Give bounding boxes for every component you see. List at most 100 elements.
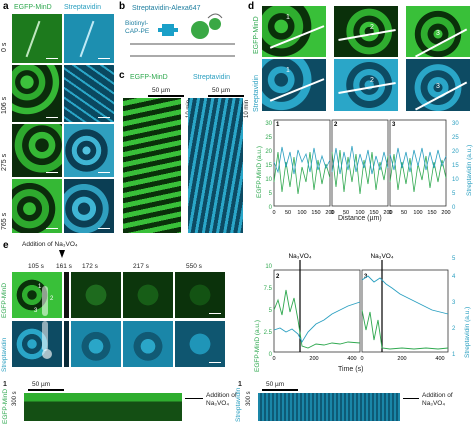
- e-time-105: 105 s: [28, 263, 44, 270]
- tile-d-strep-3: 3: [406, 59, 470, 111]
- tile-a-mind-765s: [12, 179, 62, 233]
- svg-text:2: 2: [334, 122, 338, 128]
- svg-text:100: 100: [355, 210, 364, 216]
- kymo-c-strep: [188, 98, 243, 233]
- tile-e-strep-550: [175, 321, 225, 367]
- svg-text:200: 200: [397, 356, 406, 362]
- svg-text:200: 200: [441, 210, 450, 216]
- svg-text:0: 0: [272, 210, 275, 216]
- svg-text:2: 2: [276, 274, 280, 280]
- svg-text:0: 0: [452, 205, 456, 211]
- panel-a-col-title-strep: Streptavidin: [64, 4, 101, 11]
- kymo-bottom-strep: [258, 393, 400, 421]
- kymo-bottom-right-scale-y: 300 s: [246, 391, 252, 406]
- svg-text:0: 0: [388, 210, 391, 216]
- time-label-106: 106 s: [1, 96, 8, 114]
- tile-a-mind-275s: [12, 124, 62, 177]
- d-yticks-right: 0 5 10 15 20 25 30: [452, 121, 459, 211]
- panel-e-addition-arrow: [59, 250, 65, 258]
- d-subplot-3: 3 0 50 100 150 200: [388, 119, 451, 216]
- svg-text:150: 150: [311, 210, 320, 216]
- tile-a-mind-0s: [12, 14, 62, 63]
- kymo-bottom-left-channel: EGFP-MinD: [2, 388, 9, 424]
- svg-text:20: 20: [452, 149, 459, 155]
- kymo-bottom-right-scale-x: 50 µm: [266, 381, 285, 388]
- svg-text:2: 2: [452, 326, 456, 332]
- svg-text:15: 15: [452, 163, 459, 169]
- svg-text:0: 0: [269, 205, 273, 211]
- kymo-bottom-mind: [24, 393, 182, 421]
- panel-d-xlabel: Distance (µm): [338, 215, 382, 222]
- panel-e-label: e: [3, 240, 9, 251]
- time-label-0: 0 s: [1, 42, 8, 52]
- d-subplot-1: 1 0 50 100 150 200: [272, 119, 335, 216]
- panel-d-ylabel-right: Streptavidin (a.u.): [466, 144, 473, 196]
- panel-a-label: a: [3, 1, 9, 12]
- tile-d-mind-2: 2: [334, 6, 398, 57]
- svg-text:30: 30: [452, 121, 459, 127]
- tile-d-mind-3: 3: [406, 6, 470, 57]
- tile-e-mind-550: [175, 272, 225, 318]
- svg-text:4: 4: [452, 274, 456, 280]
- e-yticks-left: 0 2.5 5 7.5 10: [264, 264, 273, 358]
- svg-text:1: 1: [276, 122, 280, 128]
- e-subplot-3: Na₃VO₄ 3 0 200 400: [360, 253, 449, 362]
- tile-e-strep-172: [71, 321, 121, 367]
- svg-text:200: 200: [309, 356, 318, 362]
- kymo-bottom-left-id: 1: [3, 381, 7, 388]
- streptavidin-icon: [158, 24, 178, 36]
- panel-a-col-title-mind: EGFP-MinD: [14, 4, 52, 11]
- svg-text:Na₃VO₄: Na₃VO₄: [288, 253, 311, 260]
- panel-d-label: d: [248, 1, 255, 12]
- panel-c-scale-x-mind: 50 µm: [152, 87, 171, 94]
- panel-c-scale-y-strep: 10 min: [244, 99, 250, 118]
- svg-text:50: 50: [401, 210, 407, 216]
- panel-d-profile-plot: 0 5 10 15 20 25 30 0 5 10 15 20 25 30 1 …: [265, 119, 459, 216]
- svg-text:0: 0: [269, 352, 273, 358]
- svg-text:150: 150: [369, 210, 378, 216]
- panel-c-scale-x-strep: 50 µm: [212, 87, 231, 94]
- svg-text:0: 0: [360, 356, 363, 362]
- tile-a-strep-106s: [64, 65, 114, 122]
- svg-text:10: 10: [265, 177, 272, 183]
- tile-d-strep-1: 1: [262, 59, 326, 111]
- kymo-bottom-right-channel: Streptavidin: [235, 387, 242, 422]
- tile-e-mind-217: [123, 272, 173, 318]
- svg-text:5: 5: [452, 191, 456, 197]
- svg-text:150: 150: [427, 210, 436, 216]
- tile-a-strep-0s: [64, 14, 114, 63]
- svg-text:25: 25: [265, 135, 272, 141]
- svg-text:5: 5: [452, 256, 456, 262]
- svg-text:3: 3: [452, 300, 456, 306]
- svg-text:200: 200: [325, 210, 334, 216]
- panel-d-row-title-mind: EGFP-MinD: [253, 16, 260, 54]
- svg-text:0: 0: [272, 356, 275, 362]
- e-yticks-right: 1 2 3 4 5: [452, 256, 456, 358]
- panel-e-xlabel: Time (s): [338, 366, 364, 373]
- panel-b-protein-label: Streptavidin-Alexa647: [132, 5, 201, 12]
- kymo-c-mind: [123, 98, 181, 233]
- svg-text:20: 20: [265, 149, 272, 155]
- svg-text:100: 100: [297, 210, 306, 216]
- panel-e-row-title-strep: Streptavidin: [1, 337, 8, 372]
- d-yticks-left: 0 5 10 15 20 25 30: [265, 121, 272, 211]
- panel-e-row-title-mind: EGFP-MinD: [1, 282, 8, 318]
- panel-d-row-title-strep: Streptavidin: [253, 75, 260, 112]
- e-subplot-2: Na₃VO₄ 2 0 200 400: [272, 253, 361, 362]
- lipid-bilayer: [130, 43, 235, 57]
- svg-text:100: 100: [413, 210, 422, 216]
- panel-b-label: b: [119, 1, 126, 12]
- mind-icon: [191, 13, 223, 39]
- kymo-bottom-right-id: 1: [238, 381, 242, 388]
- e-time-172: 172 s: [82, 263, 98, 270]
- tile-e-strep-161-strip: [64, 321, 69, 367]
- svg-text:0: 0: [330, 210, 333, 216]
- svg-text:50: 50: [285, 210, 291, 216]
- tile-e-mind-172: [71, 272, 121, 318]
- kymo-bottom-left-scale-x: 50 µm: [32, 381, 51, 388]
- svg-text:25: 25: [452, 135, 459, 141]
- time-label-275: 275 s: [1, 153, 8, 171]
- panel-b-lipid-label: Biotinyl-CAP-PE: [125, 20, 150, 35]
- tile-d-strep-2: 2: [334, 59, 398, 111]
- tile-e-strep-217: [123, 321, 173, 367]
